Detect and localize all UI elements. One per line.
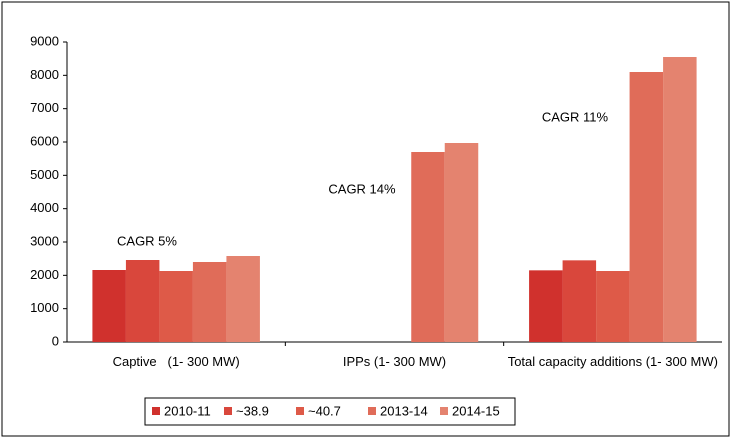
bar [529,270,563,342]
legend-label: ~38.9 [236,403,269,418]
x-tick-label: Total capacity additions (1- 300 MW) [507,354,718,369]
annotation: CAGR 11% [542,109,609,124]
bar [411,152,445,342]
annotation: CAGR 14% [328,181,396,196]
legend-swatch [440,407,448,415]
y-tick-label: 4000 [30,200,59,215]
bar [92,270,126,342]
legend-label: 2010-11 [164,403,211,418]
y-tick-label: 6000 [30,133,59,148]
bar [596,271,630,342]
legend-swatch [224,407,232,415]
bar [444,143,479,342]
bar [192,262,227,342]
annotation: CAGR 5% [117,233,177,248]
y-tick-label: 7000 [30,100,59,115]
bar [226,256,260,342]
legend-swatch [368,407,376,415]
y-tick-label: 5000 [30,167,59,182]
y-tick-label: 2000 [30,267,59,282]
x-tick-label: IPPs (1- 300 MW) [342,354,447,369]
bar [562,260,597,342]
legend-swatch [152,407,160,415]
legend-label: 2014-15 [452,403,500,418]
y-tick-label: 9000 [30,33,59,48]
bar [663,57,697,342]
legend-swatch [296,407,304,415]
legend-label: ~40.7 [308,403,341,418]
x-tick-label: Captive (1- 300 MW) [112,354,240,369]
bar [629,72,664,342]
bar [159,271,193,342]
y-tick-label: 1000 [30,300,59,315]
legend-box [144,397,516,426]
y-tick-label: 8000 [30,67,59,82]
bar [125,260,160,342]
y-tick-label: 3000 [30,233,59,248]
y-tick-label: 0 [52,333,59,348]
legend-label: 2013-14 [380,403,428,418]
